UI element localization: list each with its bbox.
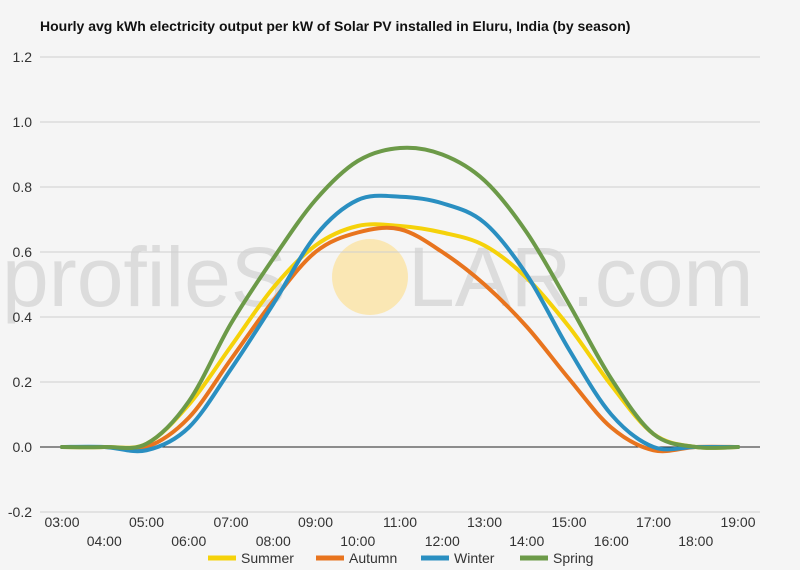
y-tick-label: 0.6 <box>13 244 33 260</box>
y-tick-label: 1.0 <box>13 114 33 130</box>
x-tick-label: 10:00 <box>340 533 375 549</box>
x-tick-label: 03:00 <box>44 514 79 530</box>
watermark: profileS LAR.com <box>2 230 753 324</box>
series-line-spring <box>60 145 740 451</box>
chart-title: Hourly avg kWh electricity output per kW… <box>40 18 631 34</box>
legend-label: Summer <box>241 550 294 566</box>
legend: Summer Autumn Winter Spring <box>208 550 593 566</box>
y-tick-label: 1.2 <box>13 49 33 65</box>
x-axis: 03:00 04:00 05:00 06:00 07:00 08:00 09:00 10:00… <box>44 514 755 549</box>
x-tick-label: 18:00 <box>678 533 713 549</box>
x-tick-label: 08:00 <box>256 533 291 549</box>
y-tick-label: -0.2 <box>8 504 32 520</box>
series-line-winter <box>60 193 740 454</box>
x-tick-label: 11:00 <box>383 514 417 530</box>
x-tick-label: 16:00 <box>594 533 629 549</box>
x-tick-label: 04:00 <box>87 533 122 549</box>
x-tick-label: 06:00 <box>171 533 206 549</box>
watermark-sun-icon <box>332 239 408 315</box>
x-tick-label: 05:00 <box>129 514 164 530</box>
y-tick-label: 0.2 <box>13 374 33 390</box>
x-tick-label: 07:00 <box>213 514 248 530</box>
y-tick-label: 0.8 <box>13 179 33 195</box>
x-tick-label: 12:00 <box>425 533 460 549</box>
y-tick-label: 0.0 <box>13 439 33 455</box>
x-tick-label: 17:00 <box>636 514 671 530</box>
x-tick-label: 13:00 <box>467 514 502 530</box>
series-line-autumn <box>60 225 740 454</box>
watermark-text-left: profileS <box>2 230 287 324</box>
watermark-text-right: LAR.com <box>408 230 753 324</box>
x-tick-label: 15:00 <box>551 514 586 530</box>
y-axis: -0.2 0.0 0.2 0.4 0.6 0.8 1.0 1.2 <box>8 49 32 520</box>
legend-label: Spring <box>553 550 593 566</box>
legend-label: Winter <box>454 550 495 566</box>
x-tick-label: 09:00 <box>298 514 333 530</box>
grid <box>40 56 760 513</box>
legend-label: Autumn <box>349 550 397 566</box>
y-tick-label: 0.4 <box>13 309 33 325</box>
series-group <box>60 145 740 454</box>
x-tick-label: 19:00 <box>720 514 755 530</box>
x-tick-label: 14:00 <box>509 533 544 549</box>
